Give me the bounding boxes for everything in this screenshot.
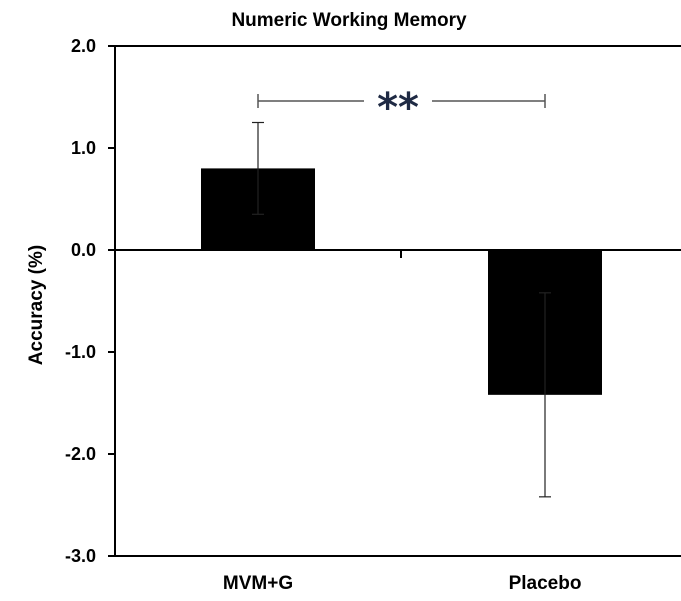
x-tick-label: MVM+G [223,573,293,594]
y-tick-label: -2.0 [65,444,96,464]
significance-label: ** [377,85,419,131]
y-tick-label: -1.0 [65,342,96,362]
y-tick-label: 0.0 [71,240,96,260]
x-tick-label: Placebo [509,573,582,594]
y-tick-label: 2.0 [71,36,96,56]
y-tick-label: 1.0 [71,138,96,158]
chart-title: Numeric Working Memory [231,10,467,31]
y-tick-label: -3.0 [65,546,96,566]
y-axis-label: Accuracy (%) [26,245,47,365]
